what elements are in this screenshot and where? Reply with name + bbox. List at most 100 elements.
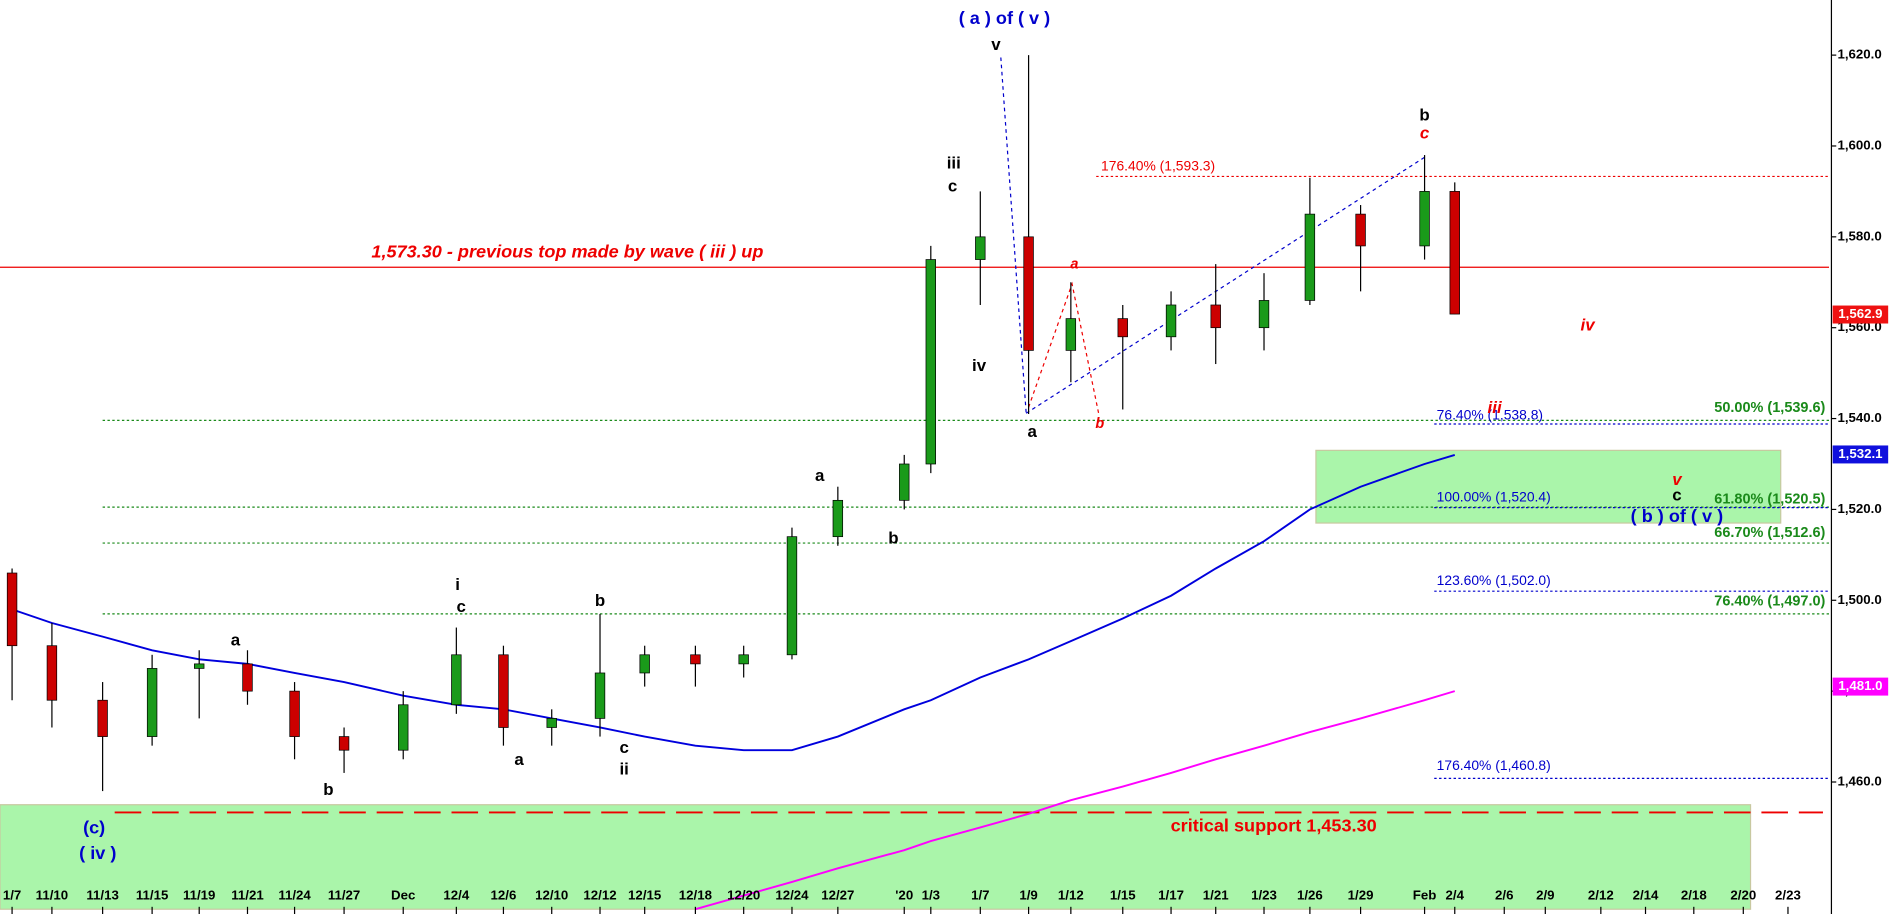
x-tick-label: 1/26 xyxy=(1297,888,1323,903)
x-tick-label: 2/12 xyxy=(1588,888,1614,903)
wave-label: ( b ) of ( v ) xyxy=(1631,506,1723,526)
x-tick-label: 1/15 xyxy=(1110,888,1136,903)
level-label: 1,573.30 - previous top made by wave ( i… xyxy=(371,242,763,262)
x-tick-label: 1/12 xyxy=(1058,888,1084,903)
candle-body xyxy=(338,736,350,751)
x-tick-label: 1/29 xyxy=(1348,888,1374,903)
wave-label: v xyxy=(1672,470,1683,489)
x-tick-label: 11/10 xyxy=(36,888,68,903)
x-tick-label: 11/13 xyxy=(86,888,118,903)
wave-trendline xyxy=(1028,281,1100,414)
level-label: 123.60% (1,502.0) xyxy=(1437,572,1551,588)
y-tick-label: 1,620.0 xyxy=(1837,47,1881,62)
x-tick-label: 12/20 xyxy=(727,888,760,903)
x-tick-label: 12/18 xyxy=(679,888,712,903)
wave-label: c xyxy=(619,738,628,757)
level-label: 50.00% (1,539.6) xyxy=(1714,400,1825,416)
wave-label: b xyxy=(888,529,898,548)
x-tick-label: 12/27 xyxy=(821,888,854,903)
x-tick-label: 11/19 xyxy=(183,888,215,903)
y-tick-label: 1,460.0 xyxy=(1837,774,1881,789)
x-tick-label: 1/9 xyxy=(1019,888,1037,903)
y-tick-label: 1,520.0 xyxy=(1837,501,1881,516)
wave-label: a xyxy=(1070,257,1078,273)
candle-body xyxy=(1117,318,1128,338)
candle-body xyxy=(546,718,557,728)
price-marker xyxy=(1832,677,1889,696)
level-label: 176.40% (1,460.8) xyxy=(1437,757,1551,773)
candle-body xyxy=(97,699,108,737)
support-zone xyxy=(1315,449,1782,524)
candle-body xyxy=(289,690,300,737)
wave-label: c xyxy=(456,597,465,616)
price-marker-label: 1,532.1 xyxy=(1838,446,1882,461)
x-tick-label: 11/27 xyxy=(328,888,360,903)
candle-body xyxy=(146,668,158,737)
x-tick-label: 1/3 xyxy=(922,888,940,903)
candle-body xyxy=(690,654,701,665)
candle-body xyxy=(242,663,253,692)
wave-label: a xyxy=(815,466,825,485)
candle-body xyxy=(1065,318,1077,351)
y-tick-label: 1,500.0 xyxy=(1837,592,1881,607)
x-tick-label: 2/9 xyxy=(1536,888,1554,903)
price-marker-label: 1,562.9 xyxy=(1838,306,1882,321)
axes: 1,460.01,480.01,500.01,520.01,540.01,560… xyxy=(3,47,1889,914)
x-tick-label: 1/17 xyxy=(1158,888,1184,903)
x-tick-label: 2/4 xyxy=(1446,888,1465,903)
wave-label: a xyxy=(1028,422,1038,441)
wave-label: iv xyxy=(972,356,987,375)
x-tick-label: 2/23 xyxy=(1775,888,1801,903)
x-tick-label: 11/24 xyxy=(278,888,311,903)
candle-body xyxy=(925,259,936,465)
y-tick-label: 1,600.0 xyxy=(1837,138,1881,153)
candle-body xyxy=(1355,213,1366,247)
wave-label: b xyxy=(595,591,605,610)
level-label: critical support 1,453.30 xyxy=(1171,816,1377,836)
price-marker xyxy=(1832,445,1889,464)
wave-label: iii xyxy=(1488,398,1502,417)
wave-label: b xyxy=(1419,106,1429,125)
x-tick-label: 12/24 xyxy=(775,888,809,903)
wave-label: v xyxy=(991,35,1001,54)
candle-body xyxy=(832,499,844,538)
candle-body xyxy=(786,536,798,656)
moving-average xyxy=(695,690,1456,911)
wave-label: b xyxy=(1095,416,1104,432)
candle-body xyxy=(594,672,606,719)
candle-body xyxy=(738,654,749,665)
wave-label: c xyxy=(1420,124,1430,143)
candle-body xyxy=(498,654,509,728)
level-label: 100.00% (1,520.4) xyxy=(1437,489,1551,505)
wave-label: ii xyxy=(619,760,628,779)
y-tick-label: 1,540.0 xyxy=(1837,410,1881,425)
x-tick-label: Feb xyxy=(1413,888,1437,903)
level-label: 66.70% (1,512.6) xyxy=(1714,525,1825,541)
candle-body xyxy=(46,645,58,701)
x-tick-label: 2/6 xyxy=(1495,888,1513,903)
wave-label: ( a ) of ( v ) xyxy=(959,8,1050,28)
x-tick-label: 2/20 xyxy=(1730,888,1756,903)
x-tick-label: '20 xyxy=(895,888,913,903)
wave-trendline xyxy=(1000,57,1027,414)
support-zone xyxy=(0,804,1752,910)
x-tick-label: 1/7 xyxy=(971,888,989,903)
candle-body xyxy=(398,704,409,751)
candle-body xyxy=(1449,191,1460,315)
candle-body xyxy=(899,463,910,501)
wave-label: iv xyxy=(1581,315,1597,334)
wave-label: a xyxy=(231,630,241,649)
candle-body xyxy=(6,572,18,647)
candle-body xyxy=(451,654,462,706)
levels: 1,573.30 - previous top made by wave ( i… xyxy=(0,158,1830,836)
wave-label: b xyxy=(323,780,333,799)
wave-label: (c) xyxy=(83,818,105,838)
candle-body xyxy=(1419,191,1430,247)
candle-body xyxy=(1258,300,1270,329)
zones xyxy=(0,449,1782,910)
x-tick-label: 12/12 xyxy=(583,888,616,903)
x-tick-label: 12/10 xyxy=(535,888,568,903)
x-tick-label: 1/7 xyxy=(3,888,21,903)
